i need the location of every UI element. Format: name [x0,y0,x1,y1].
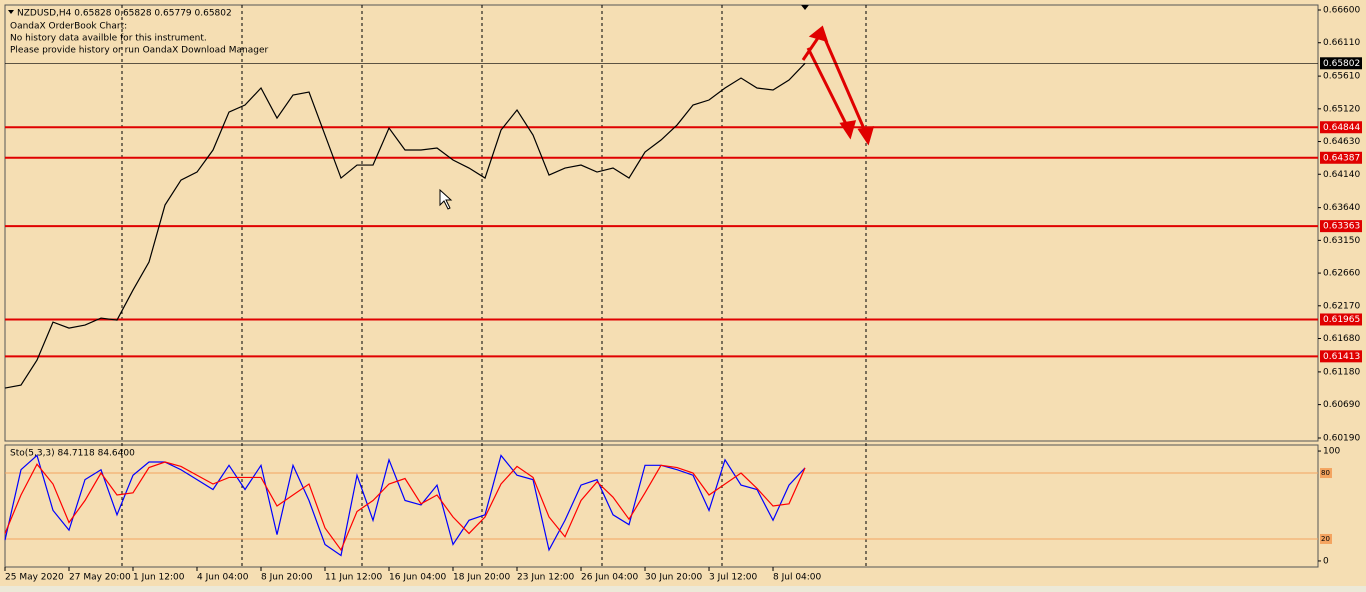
y-tick-label: 0.61180 [1323,367,1360,377]
y-tick-label: 0.60690 [1323,400,1360,410]
annotation: No history data availble for this instru… [10,34,207,44]
x-tick-label: 30 Jun 20:00 [645,573,702,583]
level-label: 0.64387 [1323,153,1360,163]
x-tick-label: 3 Jul 12:00 [709,573,758,583]
x-tick-label: 23 Jun 12:00 [517,573,574,583]
x-tick-label: 18 Jun 20:00 [453,573,510,583]
annotation: Please provide history or run OandaX Dow… [10,46,268,56]
level-label: 20 [1321,535,1330,543]
x-tick-label: 26 Jun 04:00 [581,573,638,583]
y-tick-label: 0.61680 [1323,334,1360,344]
y-tick-label: 0.62170 [1323,301,1360,311]
level-label: 0.64844 [1323,123,1360,133]
x-tick-label: 8 Jun 20:00 [261,573,313,583]
level-label: 80 [1321,469,1330,477]
series-line [4,454,806,557]
last-price-label: 0.65802 [1323,59,1360,69]
y-tick-label: 0.65120 [1323,104,1360,114]
shift-marker [801,5,809,10]
y-tick-label: 0.62660 [1323,269,1360,279]
level-label-box [1320,350,1362,363]
level-label-box [1320,533,1332,544]
y-tick-label: 0.66110 [1323,38,1360,48]
y-tick-label: 0.64140 [1323,170,1360,180]
x-tick-label: 8 Jul 04:00 [773,573,822,583]
level-label-box [1320,151,1362,164]
level-label-box [1320,220,1362,233]
arrow-drawing [801,25,875,146]
series-line [4,461,806,552]
menu-triangle[interactable] [8,10,14,14]
chart-title: NZDUSD,H4 0.65828 0.65828 0.65779 0.6580… [17,9,232,19]
y-tick-label: 0.64630 [1323,137,1360,147]
x-tick-label: 11 Jun 12:00 [325,573,382,583]
price-panel [4,4,1319,442]
annotation: OandaX OrderBook Chart: [10,22,127,32]
level-label: 0.61965 [1323,315,1360,325]
y-tick-label: 0.63640 [1323,203,1360,213]
y-tick-label: 0.60190 [1323,433,1360,443]
level-label-box [1320,121,1362,134]
last-price-box [1320,57,1362,70]
level-label-box [1320,313,1362,326]
level-label: 0.61413 [1323,352,1360,362]
x-tick-label: 1 Jun 12:00 [133,573,185,583]
y-tick-label: 0 [1323,556,1329,566]
indicator-panel [4,444,1319,568]
level-label: 0.63363 [1323,222,1360,232]
y-tick-label: 0.66600 [1323,6,1360,16]
y-tick-label: 0.63150 [1323,236,1360,246]
mouse-cursor [439,188,453,210]
bottom-strip [0,586,1366,592]
indicator-title: Sto(5,3,3) 84.7118 84.6400 [10,449,135,459]
x-tick-label: 16 Jun 04:00 [389,573,446,583]
x-tick-label: 25 May 2020 [5,573,64,583]
y-tick-label: 100 [1323,447,1340,457]
x-tick-label: 27 May 20:00 [69,573,131,583]
series-line [4,62,806,389]
level-label-box [1320,468,1332,479]
x-tick-label: 4 Jun 04:00 [197,573,249,583]
y-tick-label: 0.65610 [1323,72,1360,82]
